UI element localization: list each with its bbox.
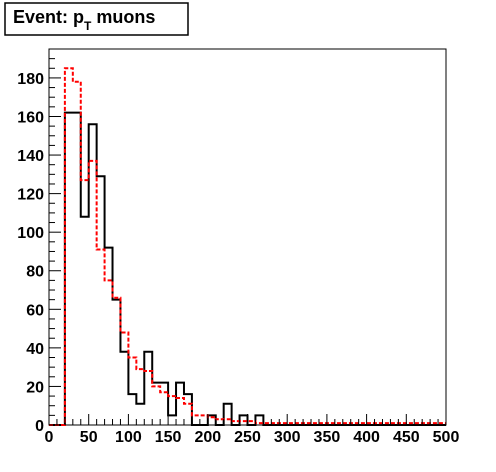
- y-tick-label: 40: [26, 341, 44, 358]
- x-tick-label: 250: [234, 429, 261, 446]
- plot-frame: [48, 48, 447, 426]
- title-box: Event: pT muons: [4, 2, 189, 36]
- y-tick-label: 140: [17, 148, 44, 165]
- title-suffix: muons: [91, 7, 155, 27]
- x-tick-label: 100: [115, 429, 142, 446]
- plot-area: [48, 48, 447, 426]
- x-tick-label: 500: [433, 429, 460, 446]
- y-tick-label: 100: [17, 225, 44, 242]
- x-tick-label: 300: [274, 429, 301, 446]
- y-tick-label: 60: [26, 302, 44, 319]
- x-tick-label: 0: [45, 429, 54, 446]
- x-tick-label: 50: [80, 429, 98, 446]
- x-tick-label: 450: [393, 429, 420, 446]
- x-tick-label: 400: [353, 429, 380, 446]
- x-tick-label: 200: [194, 429, 221, 446]
- title-prefix: Event: p: [13, 7, 84, 27]
- y-tick-label: 180: [17, 71, 44, 88]
- y-tick-label: 160: [17, 109, 44, 126]
- x-tick-label: 150: [155, 429, 182, 446]
- y-tick-label: 120: [17, 187, 44, 204]
- chart-title: Event: pT muons: [13, 7, 155, 33]
- y-tick-label: 80: [26, 264, 44, 281]
- y-tick-label: 0: [35, 418, 44, 435]
- axis-layer: 0 50 100 150 200 250 300 350 400 450 500 0 20 40 60 80 1…: [17, 48, 460, 446]
- x-tick-label: 350: [314, 429, 341, 446]
- y-tick-label: 20: [26, 379, 44, 396]
- title-subscript: T: [84, 19, 92, 33]
